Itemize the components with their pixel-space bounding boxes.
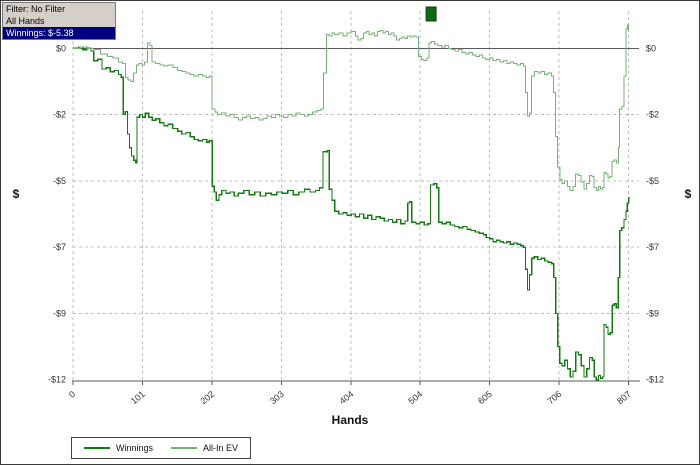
y-tick-label-left: -$9 [53,308,66,318]
legend-item-allin-ev[interactable]: All-In EV [171,443,238,453]
y-tick-label-left: -$7 [53,242,66,252]
tooltip-hands-line: All Hands [6,16,45,26]
y-tick-label-left: -$2 [53,110,66,120]
y-tick-label-right: -$12 [646,375,664,385]
allin-ev-line-swatch [171,447,198,449]
y-tick-label-right: -$7 [646,242,659,252]
x-tick-label: 706 [545,389,563,406]
y-tick-label-left: $0 [56,43,66,53]
x-tick-label: 0 [67,389,77,400]
series-winnings [73,46,630,381]
x-tick-label: 605 [476,389,494,406]
legend: Winnings All-In EV [71,437,252,459]
hand-marker [425,6,437,22]
tooltip-filter-line: Filter: No Filter [6,4,66,14]
filter-tooltip: Filter: No Filter All Hands Winnings: $-… [2,2,116,40]
y-tick-label-right: -$5 [646,176,659,186]
y-tick-label-right: -$2 [646,110,659,120]
legend-item-winnings[interactable]: Winnings [84,443,153,453]
series-allin-ev [73,24,630,191]
y-tick-label-left: -$12 [48,375,66,385]
x-tick-label: 807 [615,389,633,406]
x-tick-label: 404 [338,389,356,406]
winnings-line-swatch [84,447,110,449]
x-tick-label: 303 [268,389,286,406]
y-tick-label-left: -$5 [53,176,66,186]
y-axis-title-right: $ [684,187,692,201]
y-axis-title-left: $ [12,187,20,201]
x-tick-label: 504 [406,389,424,406]
y-tick-label-right: $0 [646,43,656,53]
x-tick-label: 101 [129,389,147,406]
x-axis-title: Hands [331,413,369,427]
tooltip-winnings-line: Winnings: $-5.38 [3,27,115,39]
y-tick-label-right: -$9 [646,308,659,318]
x-tick-label: 202 [198,389,216,406]
legend-label-allin-ev: All-In EV [203,443,239,453]
legend-label-winnings: Winnings [116,443,154,453]
